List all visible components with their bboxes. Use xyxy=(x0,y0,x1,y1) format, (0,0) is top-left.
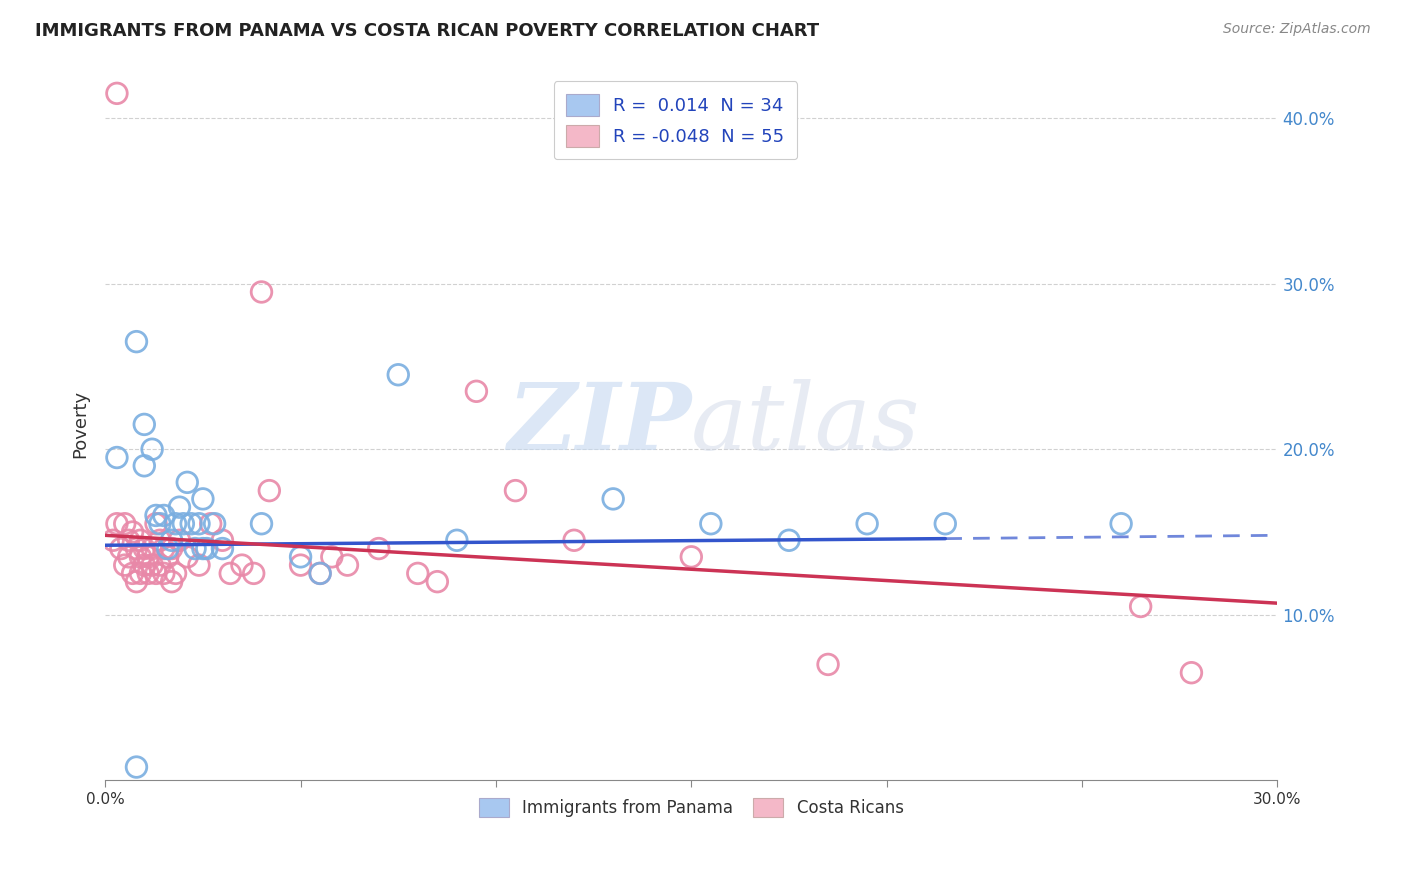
Point xyxy=(336,558,359,573)
Point xyxy=(105,516,128,531)
Point xyxy=(290,549,312,564)
Point xyxy=(149,516,172,531)
Point xyxy=(145,516,167,531)
Point xyxy=(191,491,214,506)
Point xyxy=(817,657,839,672)
Point xyxy=(242,566,264,581)
Point xyxy=(259,483,281,498)
Point xyxy=(446,533,468,548)
Point xyxy=(195,541,218,556)
Point xyxy=(200,516,222,531)
Point xyxy=(149,558,172,573)
Point xyxy=(191,541,214,556)
Point xyxy=(114,516,136,531)
Point xyxy=(129,533,152,548)
Point xyxy=(387,368,409,382)
Point xyxy=(118,549,141,564)
Point xyxy=(602,491,624,506)
Point xyxy=(136,549,159,564)
Point xyxy=(118,533,141,548)
Y-axis label: Poverty: Poverty xyxy=(72,391,89,458)
Point xyxy=(562,533,585,548)
Text: atlas: atlas xyxy=(692,379,921,469)
Point xyxy=(856,516,879,531)
Point xyxy=(1129,599,1152,614)
Point xyxy=(219,566,242,581)
Point xyxy=(169,500,191,515)
Point xyxy=(172,516,194,531)
Point xyxy=(505,483,527,498)
Point xyxy=(367,541,389,556)
Point xyxy=(145,508,167,523)
Point xyxy=(129,566,152,581)
Point xyxy=(134,417,156,432)
Point xyxy=(156,549,179,564)
Point xyxy=(176,475,198,490)
Point xyxy=(141,442,163,457)
Point xyxy=(141,558,163,573)
Text: ZIP: ZIP xyxy=(508,379,692,469)
Legend: Immigrants from Panama, Costa Ricans: Immigrants from Panama, Costa Ricans xyxy=(471,790,912,825)
Point xyxy=(153,508,176,523)
Point xyxy=(125,334,148,349)
Point xyxy=(160,541,183,556)
Text: IMMIGRANTS FROM PANAMA VS COSTA RICAN POVERTY CORRELATION CHART: IMMIGRANTS FROM PANAMA VS COSTA RICAN PO… xyxy=(35,22,820,40)
Point xyxy=(188,558,211,573)
Point xyxy=(105,87,128,101)
Point xyxy=(180,516,202,531)
Point xyxy=(700,516,723,531)
Point xyxy=(250,285,273,299)
Point xyxy=(105,450,128,465)
Point xyxy=(121,566,143,581)
Point xyxy=(321,549,343,564)
Point xyxy=(153,541,176,556)
Point xyxy=(114,558,136,573)
Point xyxy=(681,549,703,564)
Point xyxy=(231,558,253,573)
Point xyxy=(309,566,332,581)
Point xyxy=(1109,516,1132,531)
Point xyxy=(141,541,163,556)
Point xyxy=(204,516,226,531)
Point xyxy=(778,533,800,548)
Point xyxy=(125,574,148,589)
Point xyxy=(211,541,233,556)
Point xyxy=(101,533,124,548)
Text: Source: ZipAtlas.com: Source: ZipAtlas.com xyxy=(1223,22,1371,37)
Point xyxy=(169,533,191,548)
Point xyxy=(290,558,312,573)
Point xyxy=(934,516,956,531)
Point xyxy=(1180,665,1202,680)
Point xyxy=(145,566,167,581)
Point xyxy=(125,541,148,556)
Point xyxy=(165,516,187,531)
Point xyxy=(134,458,156,473)
Point xyxy=(121,524,143,539)
Point xyxy=(188,516,211,531)
Point xyxy=(153,566,176,581)
Point xyxy=(160,574,183,589)
Point xyxy=(149,533,172,548)
Point xyxy=(165,566,187,581)
Point xyxy=(125,760,148,774)
Point xyxy=(156,541,179,556)
Point xyxy=(211,533,233,548)
Point xyxy=(426,574,449,589)
Point xyxy=(309,566,332,581)
Point xyxy=(176,549,198,564)
Point xyxy=(129,549,152,564)
Point xyxy=(250,516,273,531)
Point xyxy=(134,558,156,573)
Point xyxy=(136,566,159,581)
Point xyxy=(184,541,207,556)
Point xyxy=(134,541,156,556)
Point xyxy=(406,566,429,581)
Point xyxy=(160,533,183,548)
Point xyxy=(110,541,132,556)
Point xyxy=(465,384,488,399)
